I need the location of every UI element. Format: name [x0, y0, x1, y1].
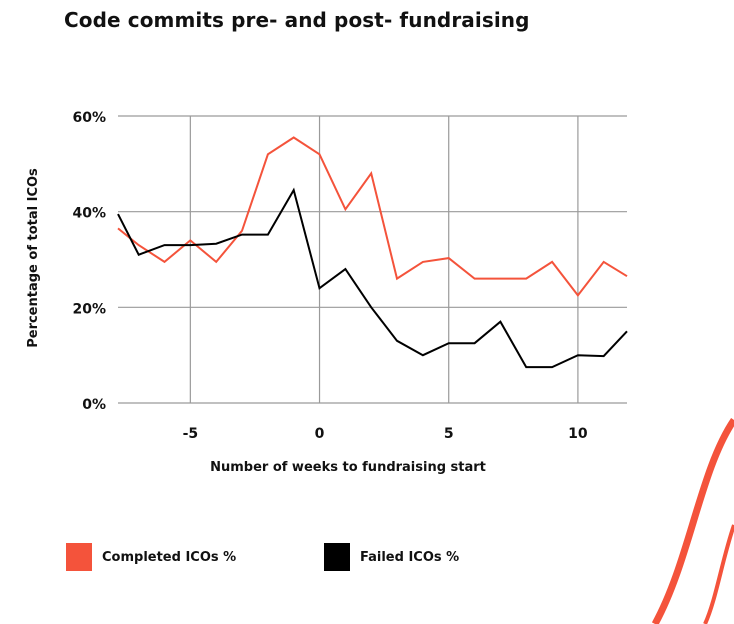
decorative-swoosh-inner [703, 524, 734, 624]
x-axis-title: Number of weeks to fundraising start [210, 460, 486, 475]
x-tick-label: -5 [183, 426, 199, 442]
chart-title: Code commits pre- and post- fundraising [64, 8, 530, 32]
legend-swatch-failed [324, 543, 350, 571]
grid-lines [118, 115, 627, 404]
y-tick-label: 40% [72, 206, 106, 222]
legend-item-completed: Completed ICOs % [66, 543, 236, 571]
y-tick-label: 0% [82, 397, 106, 413]
legend-label-failed: Failed ICOs % [360, 549, 460, 565]
x-tick-label: 0 [315, 426, 325, 442]
legend-swatch-completed [66, 543, 92, 571]
y-tick-label: 60% [72, 110, 106, 126]
series-line-failed [117, 187, 628, 369]
legend-item-failed: Failed ICOs % [324, 543, 459, 571]
series-line-completed [117, 136, 628, 298]
y-tick-label: 20% [72, 301, 106, 317]
decorative-swoosh-outer [651, 418, 734, 624]
tick-labels: 0% 20% 40% 60% -5 0 5 10 [72, 110, 587, 442]
x-tick-label: 10 [568, 426, 588, 442]
x-tick-label: 5 [444, 426, 454, 442]
series-lines [117, 136, 628, 369]
y-axis-title: Percentage of total ICOs [26, 168, 41, 348]
legend-label-completed: Completed ICOs % [102, 549, 237, 565]
